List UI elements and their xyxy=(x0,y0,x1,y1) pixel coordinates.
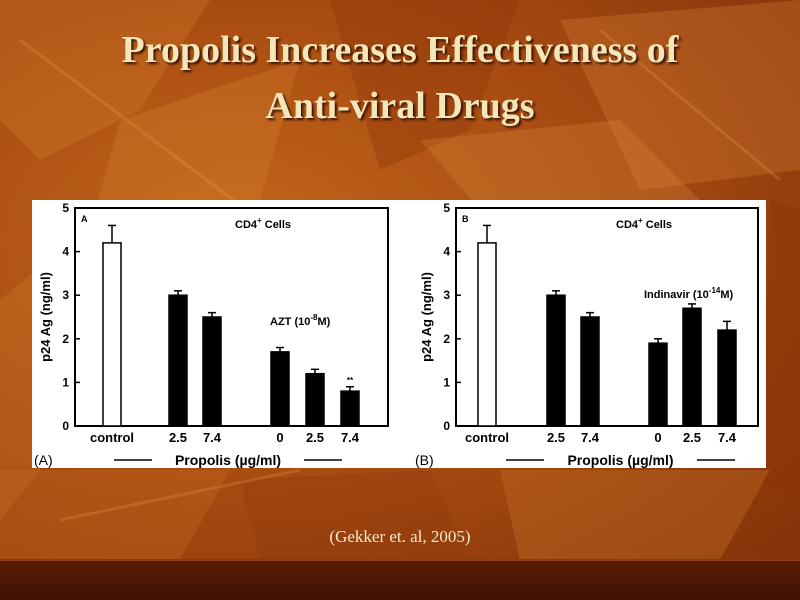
footer-divider xyxy=(0,559,800,561)
chart-panel-b: 0 1 2 3 4 5 p24 Ag (ng/ml) B CD4+ Cells Indinavir… xyxy=(415,201,759,468)
y-tick-label: 0 xyxy=(62,419,69,433)
bar-charts: 0 1 2 3 4 5 p24 Ag (ng/ml) A CD4+ Cells AZT (10-8… xyxy=(34,201,759,468)
significance-marker: ** xyxy=(347,376,354,385)
plot-frame xyxy=(74,207,389,427)
panel-label: (B) xyxy=(415,452,434,468)
footer-band xyxy=(0,559,800,600)
category-label: 2.5 xyxy=(169,430,187,445)
category-label: 2.5 xyxy=(547,430,565,445)
y-tick-label: 4 xyxy=(62,245,69,259)
citation: (Gekker et. al, 2005) xyxy=(329,527,471,546)
figure-panel: 0 1 2 3 4 5 p24 Ag (ng/ml) A CD4+ Cells AZT (10-8… xyxy=(32,200,766,468)
y-tick-label: 3 xyxy=(62,288,69,302)
category-label: 7.4 xyxy=(203,430,222,445)
slide-title-line-2: Anti-viral Drugs xyxy=(265,85,535,127)
y-tick-label: 2 xyxy=(443,332,450,346)
y-tick-label: 2 xyxy=(62,332,69,346)
chart-title: CD4+ Cells xyxy=(235,216,291,231)
bar xyxy=(202,316,222,427)
x-axis-label: Propolis (µg/ml) xyxy=(175,452,281,468)
y-tick-label: 0 xyxy=(443,419,450,433)
x-axis-label: Propolis (µg/ml) xyxy=(567,452,673,468)
treatment-annotation: Indinavir (10-14M) xyxy=(644,286,734,301)
chart-title: CD4+ Cells xyxy=(616,216,672,231)
bar xyxy=(168,294,188,427)
category-label: 2.5 xyxy=(683,430,701,445)
y-axis-label: p24 Ag (ng/ml) xyxy=(38,272,53,362)
y-tick-label: 5 xyxy=(62,201,69,215)
category-label: 2.5 xyxy=(306,430,324,445)
y-tick-label: 5 xyxy=(443,201,450,215)
category-label: 7.4 xyxy=(581,430,600,445)
treatment-annotation: AZT (10-8M) xyxy=(270,313,331,328)
bar xyxy=(580,316,600,427)
bar xyxy=(717,329,737,427)
category-label: 0 xyxy=(654,430,661,445)
y-tick-label: 1 xyxy=(62,375,69,389)
bar xyxy=(102,242,122,427)
bar xyxy=(270,351,290,427)
bar xyxy=(648,342,668,427)
category-label: 7.4 xyxy=(341,430,360,445)
bar xyxy=(340,390,360,427)
panel-letter: A xyxy=(81,214,88,224)
category-label: control xyxy=(90,430,134,445)
plot-frame xyxy=(455,207,759,427)
category-label: 0 xyxy=(276,430,283,445)
y-tick-label: 4 xyxy=(443,245,450,259)
category-label: control xyxy=(465,430,509,445)
bar xyxy=(305,372,325,427)
panel-letter: B xyxy=(462,214,469,224)
bar xyxy=(546,294,566,427)
y-axis-label: p24 Ag (ng/ml) xyxy=(419,272,434,362)
bar xyxy=(477,242,497,427)
panel-label: (A) xyxy=(34,452,53,468)
y-tick-label: 3 xyxy=(443,288,450,302)
category-label: 7.4 xyxy=(718,430,737,445)
bar xyxy=(682,307,702,427)
slide-title-line-1: Propolis Increases Effectiveness of xyxy=(121,29,679,71)
chart-panel-a: 0 1 2 3 4 5 p24 Ag (ng/ml) A CD4+ Cells AZT (10-8… xyxy=(34,201,389,468)
y-tick-label: 1 xyxy=(443,375,450,389)
